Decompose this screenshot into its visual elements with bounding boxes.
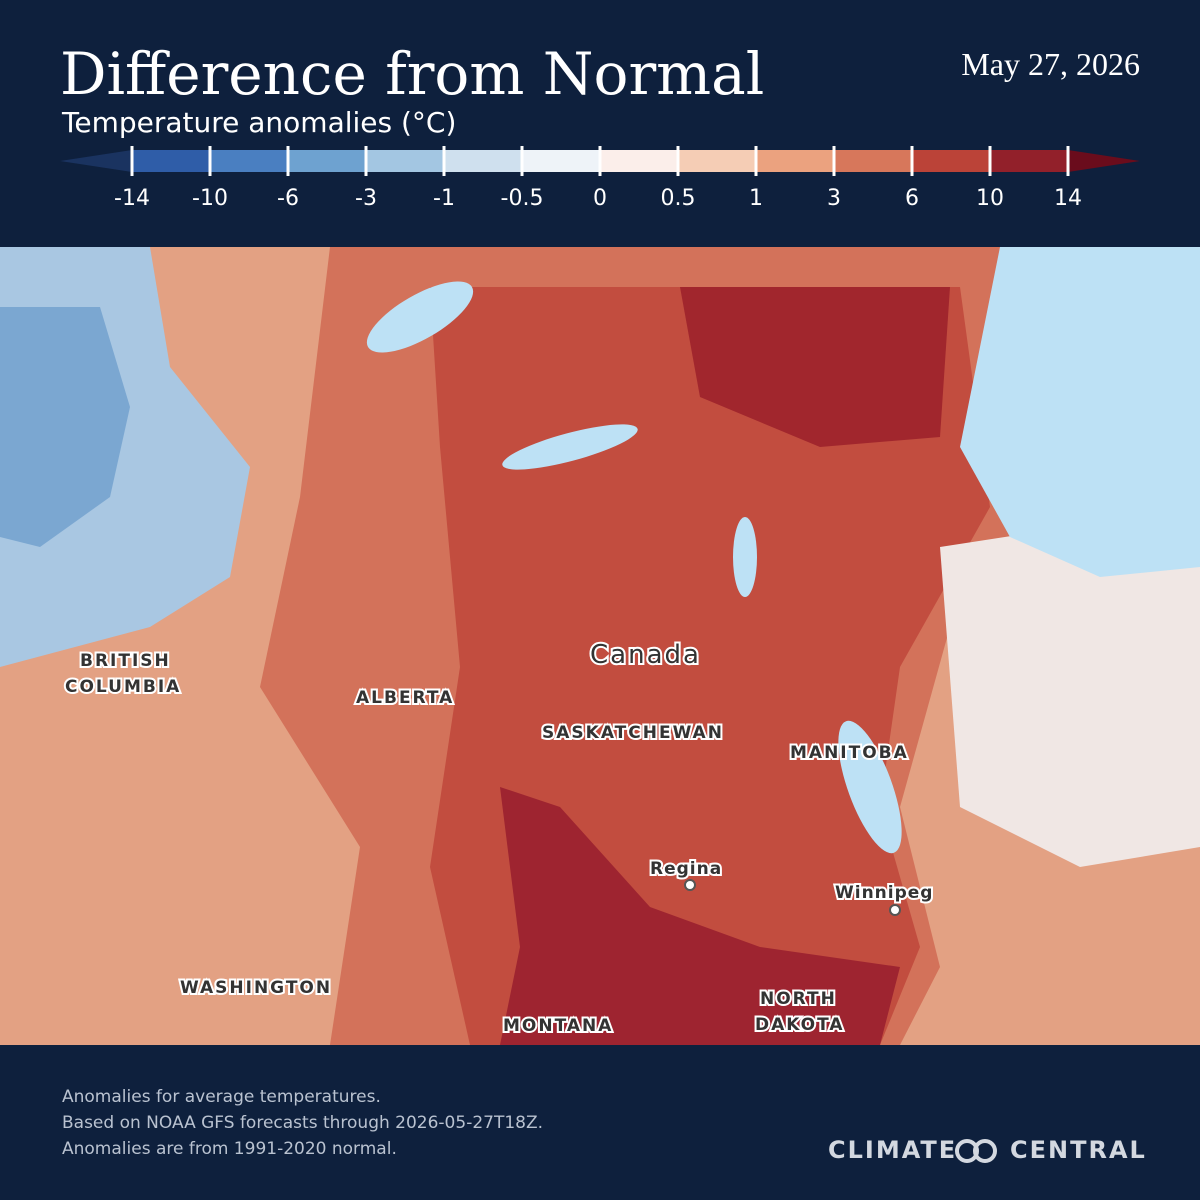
lake: [733, 517, 757, 597]
map-label: BRITISH: [80, 651, 171, 671]
legend-swatch: [444, 150, 522, 172]
map-label: COLUMBIA: [65, 677, 181, 697]
legend-tick-label: -1: [433, 186, 455, 211]
legend-tick-label: 0: [593, 186, 607, 211]
legend-swatch: [288, 150, 366, 172]
city-dot: [684, 879, 696, 891]
very-hot-north: [680, 287, 950, 447]
footer-note: Anomalies for average temperatures.: [62, 1087, 381, 1107]
legend-tick-label: 10: [976, 186, 1004, 211]
legend-tick-label: 14: [1054, 186, 1082, 211]
footer: Anomalies for average temperatures. Base…: [0, 1045, 1200, 1200]
lake: [838, 720, 902, 854]
legend-swatch: [600, 150, 678, 172]
logo-icon: [955, 1139, 997, 1163]
legend-tick-label: 0.5: [661, 186, 696, 211]
legend-swatch: [678, 150, 756, 172]
lake: [366, 281, 474, 353]
footer-note: Based on NOAA GFS forecasts through 2026…: [62, 1113, 544, 1133]
legend-swatch: [366, 150, 444, 172]
legend-swatch: [132, 150, 210, 172]
legend-swatch: [756, 150, 834, 172]
legend-tick-label: -6: [277, 186, 299, 211]
hudson-bay: [960, 247, 1200, 577]
map-label: SASKATCHEWAN: [542, 723, 724, 743]
legend-tick-label: 3: [827, 186, 841, 211]
map-label: Regina: [650, 859, 722, 879]
map: BRITISH COLUMBIA ALBERTA Canada SASKATCH…: [0, 247, 1200, 1045]
title: Difference from Normal: [60, 40, 765, 108]
legend-swatch: [912, 150, 990, 172]
legend-swatch: [522, 150, 600, 172]
legend-tick-label: 6: [905, 186, 919, 211]
legend-swatch: [834, 150, 912, 172]
logo-text: CENTRAL: [1010, 1136, 1147, 1164]
map-label: Canada: [590, 640, 701, 670]
map-label: DAKOTA: [755, 1015, 845, 1035]
neutral-region: [940, 507, 1200, 867]
map-label: MANITOBA: [790, 743, 909, 763]
city-dot: [889, 904, 901, 916]
legend-tick-label: 1: [749, 186, 763, 211]
legend-tick-label: -14: [114, 186, 150, 211]
date: May 27, 2026: [961, 46, 1140, 82]
footer-note: Anomalies are from 1991-2020 normal.: [62, 1139, 397, 1159]
legend-swatch: [210, 150, 288, 172]
cold-region: [0, 307, 130, 547]
lake: [502, 424, 638, 470]
legend-swatch: [990, 150, 1068, 172]
very-hot-south: [500, 787, 900, 1045]
legend-arrow: [60, 150, 132, 172]
map-label: ALBERTA: [356, 688, 454, 708]
legend-arrow: [1068, 150, 1140, 172]
legend-tick-label: -3: [355, 186, 377, 211]
logo-text: CLIMATE: [828, 1136, 958, 1164]
map-label: MONTANA: [503, 1016, 613, 1036]
legend-tick-label: -0.5: [501, 186, 544, 211]
legend-tick-label: -10: [192, 186, 228, 211]
map-label: WASHINGTON: [180, 978, 332, 998]
subtitle: Temperature anomalies (°C): [62, 106, 457, 139]
map-label: NORTH: [760, 989, 837, 1009]
map-label: Winnipeg: [835, 883, 933, 903]
legend: -14 -10 -6 -3 -1 -0.5 0 0.5 1 3 6 10 14: [60, 146, 1140, 211]
header: Difference from Normal May 27, 2026 Temp…: [0, 0, 1200, 247]
